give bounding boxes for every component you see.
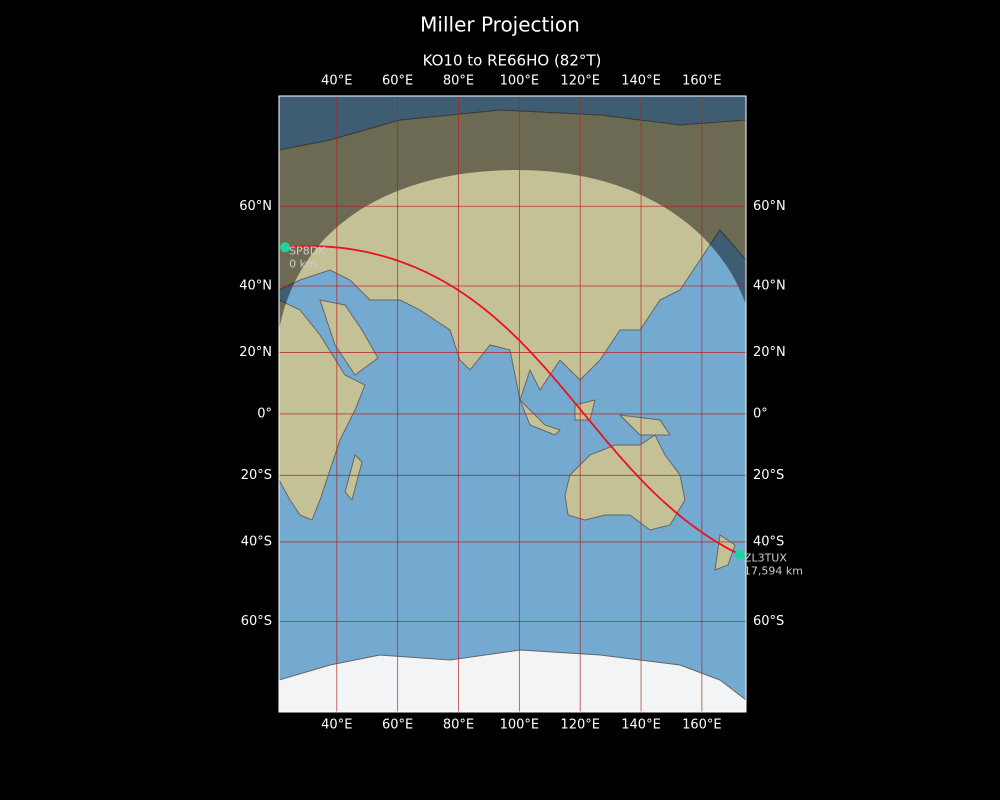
x-tick-label-bottom: 40°E: [321, 718, 352, 733]
map-area: [279, 96, 746, 712]
arabia: [319, 299, 379, 376]
y-tick-label-right: 0°: [753, 406, 768, 421]
x-tick-label-top: 60°E: [382, 74, 413, 89]
night-shade: [279, 96, 746, 712]
madagascar: [344, 454, 363, 502]
station-name: SP8DK: [289, 244, 326, 257]
station-marker: [280, 242, 291, 253]
great-circle-route: [285, 245, 741, 556]
x-tick-label-bottom: 160°E: [682, 718, 722, 733]
x-tick-label-top: 140°E: [621, 74, 661, 89]
y-tick-label-right: 40°N: [753, 278, 786, 293]
station-distance: 17,594 km: [744, 565, 803, 578]
x-tick-label-bottom: 120°E: [560, 718, 600, 733]
x-tick-label-top: 100°E: [500, 74, 540, 89]
map-frame: [278, 95, 747, 713]
y-tick-label-left: 40°S: [241, 534, 272, 549]
y-tick-label-left: 20°N: [239, 345, 272, 360]
x-tick-label-bottom: 140°E: [621, 718, 661, 733]
y-tick-label-left: 40°N: [239, 278, 272, 293]
grid: [279, 96, 746, 712]
title: Miller Projection: [420, 13, 580, 37]
y-tick-label-right: 20°N: [753, 345, 786, 360]
y-tick-label-right: 40°S: [753, 534, 784, 549]
y-tick-label-left: 60°N: [239, 199, 272, 214]
overlay: 40°E 40°E 60°E 60°E 80°E 80°E 100°E 100°E 120°E 1…: [239, 74, 803, 733]
x-tick-label-top: 40°E: [321, 74, 352, 89]
australia: [564, 434, 686, 531]
x-tick-label-bottom: 60°E: [382, 718, 413, 733]
x-tick-label-top: 160°E: [682, 74, 722, 89]
y-tick-label-left: 60°S: [241, 614, 272, 629]
station-marker: [734, 549, 745, 560]
y-tick-label-right: 60°N: [753, 199, 786, 214]
y-tick-label-left: 0°: [257, 406, 272, 421]
station-distance: 0 km: [289, 257, 317, 270]
x-tick-label-top: 120°E: [560, 74, 600, 89]
land: [279, 109, 746, 712]
x-tick-label-top: 80°E: [443, 74, 474, 89]
africa: [279, 299, 366, 521]
y-tick-label-right: 20°S: [753, 468, 784, 483]
station-name: ZL3TUX: [744, 552, 787, 565]
antarctica: [279, 649, 746, 712]
y-tick-label-left: 20°S: [241, 468, 272, 483]
x-tick-label-bottom: 80°E: [443, 718, 474, 733]
subtitle: KO10 to RE66HO (82°T): [423, 52, 602, 70]
x-tick-label-bottom: 100°E: [500, 718, 540, 733]
y-tick-label-right: 60°S: [753, 614, 784, 629]
